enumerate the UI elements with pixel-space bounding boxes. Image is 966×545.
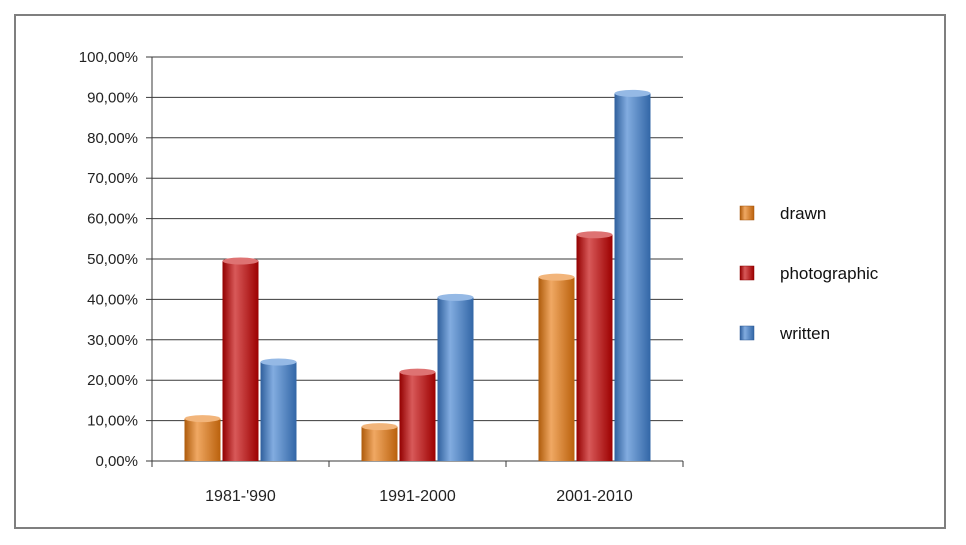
x-category-label: 1991-2000 xyxy=(379,488,456,505)
y-tick-label: 30,00% xyxy=(87,332,138,349)
legend: drawn photographic written xyxy=(739,204,879,343)
bar-cap-written xyxy=(437,293,474,301)
bar-cap-drawn xyxy=(184,415,221,423)
legend-label-written: written xyxy=(779,324,830,343)
y-tick-label: 20,00% xyxy=(87,372,138,389)
y-tick-label: 90,00% xyxy=(87,89,138,106)
bar-cap-photographic xyxy=(399,368,436,376)
y-tick-label: 50,00% xyxy=(87,251,138,268)
bar-cap-written xyxy=(614,89,651,97)
y-tick-label: 80,00% xyxy=(87,130,138,147)
y-tick-label: 40,00% xyxy=(87,291,138,308)
legend-swatch-drawn xyxy=(739,205,755,221)
bars xyxy=(184,89,651,462)
legend-label-drawn: drawn xyxy=(780,204,826,223)
bar-photographic xyxy=(222,261,259,461)
bar-drawn xyxy=(538,277,575,461)
y-tick-labels: 0,00% 10,00% 20,00% 30,00% 40,00% 50,00% 60,00… xyxy=(79,49,138,470)
bar-drawn xyxy=(361,426,398,461)
chart-frame xyxy=(14,14,946,529)
x-category-label: 2001-2010 xyxy=(556,488,633,505)
bar-cap-photographic xyxy=(576,231,613,239)
y-tick-label: 0,00% xyxy=(95,453,138,470)
x-category-labels: 1981-'990 1991-2000 2001-2010 xyxy=(205,488,633,505)
bar-written xyxy=(260,362,297,461)
bar-cap-photographic xyxy=(222,257,259,265)
bar-cap-written xyxy=(260,358,297,366)
bar-drawn xyxy=(184,418,221,461)
bar-written xyxy=(614,93,651,462)
bar-written xyxy=(437,297,474,461)
y-tick-label: 70,00% xyxy=(87,170,138,187)
legend-swatch-photographic xyxy=(739,265,755,281)
bar-cap-drawn xyxy=(361,423,398,431)
x-category-label: 1981-'990 xyxy=(205,488,276,505)
y-tick-label: 60,00% xyxy=(87,211,138,228)
bar-cap-drawn xyxy=(538,273,575,281)
y-tick-label: 10,00% xyxy=(87,413,138,430)
bar-photographic xyxy=(576,234,613,461)
bar-photographic xyxy=(399,372,436,461)
legend-swatch-written xyxy=(739,325,755,341)
y-tick-label: 100,00% xyxy=(79,49,138,66)
legend-label-photographic: photographic xyxy=(780,264,879,283)
